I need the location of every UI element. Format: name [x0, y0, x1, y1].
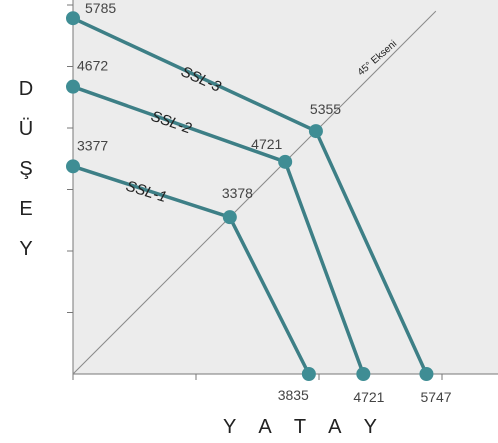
- data-label: 3377: [77, 137, 108, 153]
- data-label: 5747: [420, 389, 451, 405]
- data-label: 3378: [222, 185, 253, 201]
- data-point: [222, 210, 237, 225]
- data-point: [278, 154, 293, 169]
- diagonal-45-line: [72, 10, 437, 375]
- plot-area: [73, 0, 498, 374]
- data-point: [356, 367, 371, 381]
- y-label-char: D: [19, 78, 33, 100]
- x-axis-label: Y A T A Y: [223, 416, 386, 438]
- y-label-char: E: [19, 198, 32, 220]
- data-label: 4721: [251, 136, 282, 152]
- data-point: [308, 124, 323, 139]
- data-point: [66, 79, 80, 94]
- axis-ticks: [67, 4, 443, 380]
- data-point: [301, 367, 316, 381]
- data-label: 4721: [353, 389, 384, 405]
- data-point: [66, 11, 80, 26]
- data-label: 5785: [85, 0, 116, 16]
- data-label: 3835: [278, 387, 309, 403]
- y-label-char: Ü: [19, 118, 33, 140]
- data-point: [419, 367, 434, 381]
- data-label: 5355: [310, 101, 341, 117]
- y-label-char: Y: [19, 238, 32, 260]
- data-point: [66, 159, 80, 174]
- data-label: 4672: [77, 58, 108, 74]
- y-label-char: Ş: [19, 158, 32, 180]
